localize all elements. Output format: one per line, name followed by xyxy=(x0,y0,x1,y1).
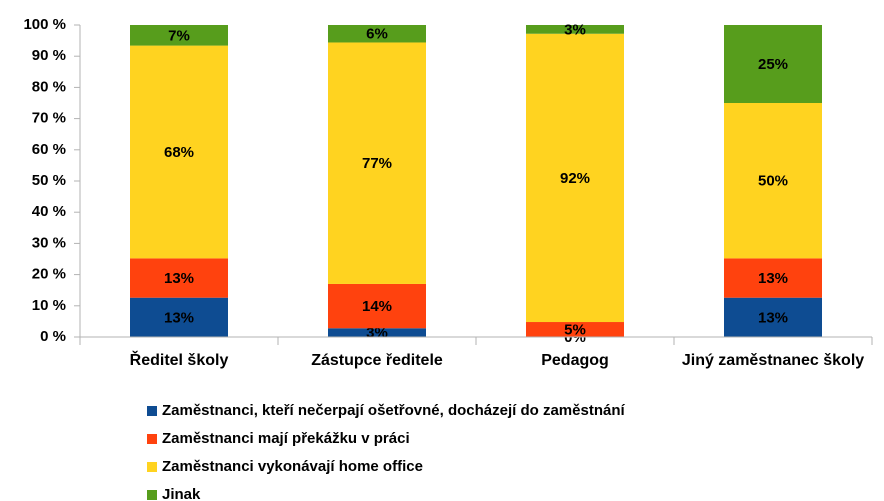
y-tick-label: 50 % xyxy=(32,172,66,189)
bar-segment xyxy=(328,25,426,43)
y-tick-label: 20 % xyxy=(32,266,66,283)
data-label: 6% xyxy=(366,26,388,43)
bar-segment xyxy=(724,103,822,259)
y-tick-label: 30 % xyxy=(32,234,66,251)
data-label: 13% xyxy=(758,309,788,326)
legend-swatch xyxy=(147,434,157,444)
x-tick-label: Pedagog xyxy=(541,352,609,369)
y-tick-label: 70 % xyxy=(32,110,66,127)
data-label: 5% xyxy=(564,321,586,338)
data-label: 77% xyxy=(362,155,392,172)
data-label: 92% xyxy=(560,170,590,187)
y-tick-label: 40 % xyxy=(32,203,66,220)
data-label: 68% xyxy=(164,144,194,161)
bar-segment xyxy=(724,297,822,337)
bar-segment xyxy=(130,258,228,298)
y-tick-label: 60 % xyxy=(32,141,66,158)
y-tick-label: 10 % xyxy=(32,297,66,314)
data-label: 13% xyxy=(164,309,194,326)
legend-label: Jinak xyxy=(162,486,201,501)
legend-swatch xyxy=(147,406,157,416)
legend-swatch xyxy=(147,490,157,500)
legend-swatch xyxy=(147,462,157,472)
legend-label: Zaměstnanci vykonávají home office xyxy=(162,458,423,475)
bar-segment xyxy=(724,25,822,103)
legend-label: Zaměstnanci, kteří nečerpají ošetřovné, … xyxy=(162,402,625,419)
y-tick-label: 100 % xyxy=(23,16,66,33)
x-tick-label: Jiný zaměstnanec školy xyxy=(682,352,864,369)
data-label: 3% xyxy=(564,21,586,38)
y-tick-label: 90 % xyxy=(32,47,66,64)
bar-segment xyxy=(130,45,228,259)
bar-segment xyxy=(328,42,426,284)
bar-segment xyxy=(526,33,624,323)
data-label: 7% xyxy=(168,27,190,44)
bar-segment xyxy=(724,258,822,298)
data-label: 13% xyxy=(164,270,194,287)
bar-segment xyxy=(130,297,228,337)
x-tick-label: Ředitel školy xyxy=(130,350,229,369)
x-tick-label: Zástupce ředitele xyxy=(311,352,443,369)
bar-segment xyxy=(130,25,228,46)
data-label: 25% xyxy=(758,56,788,73)
data-label: 14% xyxy=(362,298,392,315)
legend-label: Zaměstnanci mají překážku v práci xyxy=(162,430,410,447)
bar-segment xyxy=(526,322,624,337)
y-tick-label: 80 % xyxy=(32,78,66,95)
bar-segment xyxy=(328,283,426,329)
bar-segment xyxy=(328,328,426,337)
y-tick-label: 0 % xyxy=(40,328,66,345)
bar-segment xyxy=(526,25,624,34)
data-label: 50% xyxy=(758,173,788,190)
data-label: 13% xyxy=(758,270,788,287)
